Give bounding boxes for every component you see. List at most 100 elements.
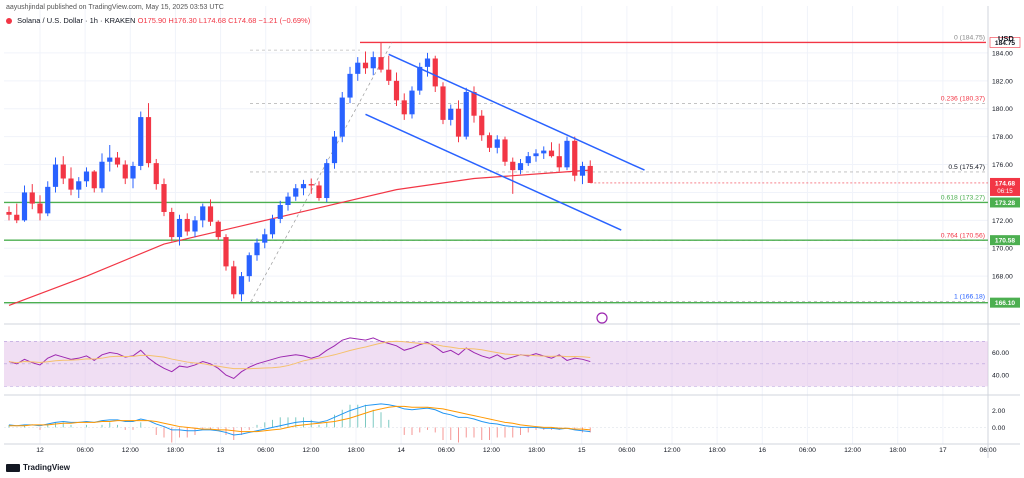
price-badge: [990, 297, 1020, 308]
candle-body: [300, 184, 307, 189]
macd-signal-line: [9, 405, 591, 433]
candle-body: [424, 58, 431, 67]
status-dot-icon: [6, 18, 12, 24]
macd-tick-label: 0.00: [992, 425, 1005, 432]
time-tick-label: 18:00: [347, 447, 364, 454]
channel-line: [388, 53, 645, 171]
price-badge: [990, 177, 1020, 196]
candle-body: [262, 234, 268, 243]
candle-body: [347, 73, 353, 98]
candle-body: [99, 161, 105, 189]
time-tick-label: 12: [36, 447, 44, 454]
moving-average-line: [8, 169, 591, 307]
candle-body: [83, 171, 90, 182]
candle-body: [370, 57, 376, 69]
candle-body: [14, 214, 20, 221]
candle-body: [417, 66, 423, 91]
channel-line: [365, 113, 622, 231]
time-tick-label: 14: [397, 447, 405, 454]
candle-body: [455, 108, 462, 137]
rsi-indicator: [8, 337, 591, 380]
candle-body: [510, 161, 516, 171]
brand-label: TradingView: [23, 463, 70, 472]
candle-body: [324, 163, 330, 199]
candle-body: [409, 90, 415, 115]
fib-level-label: 0.5 (175.47): [948, 164, 985, 171]
candle-body: [29, 192, 35, 204]
time-tick-label: 06:00: [979, 447, 996, 454]
descending-channel: [365, 53, 645, 231]
candle-body: [269, 218, 276, 235]
candle-body: [76, 181, 82, 190]
time-axis[interactable]: 12 06:00 12:00 18:00 13 06:00 12:00 18:00 14 06:0…: [36, 447, 997, 454]
candle-body: [45, 186, 51, 214]
time-tick-label: 18:00: [167, 447, 184, 454]
price-tick-label: 168.00: [992, 274, 1013, 281]
candle-body: [169, 211, 175, 238]
time-tick-label: 12:00: [663, 447, 680, 454]
fib-level-label: 1 (166.18): [954, 294, 985, 301]
candle-body: [21, 192, 28, 221]
time-tick-label: 06:00: [618, 447, 635, 454]
tradingview-brand[interactable]: TradingView: [6, 463, 70, 472]
candle-body: [564, 140, 570, 168]
candle-body: [122, 164, 128, 179]
price-tick-label: 172.00: [992, 218, 1013, 225]
candle-body: [316, 185, 322, 199]
candle-body: [114, 157, 121, 165]
fib-level-label: 0.764 (170.56): [941, 232, 985, 239]
candle-body: [494, 139, 500, 148]
moving-average: [8, 169, 591, 307]
candle-body: [378, 57, 384, 70]
price-tick-label: 176.00: [992, 162, 1013, 169]
candle-body: [176, 218, 183, 238]
publisher-line: aayushjindal published on TradingView.co…: [6, 4, 224, 11]
candle-body: [393, 80, 400, 101]
price-tick-label: 170.00: [992, 246, 1013, 253]
macd-tick-label: 2.00: [992, 408, 1005, 415]
candle-body: [548, 150, 555, 157]
candle-body: [517, 163, 524, 171]
candle-body: [572, 140, 578, 176]
candle-body: [432, 58, 438, 87]
time-tick-label: 18:00: [709, 447, 726, 454]
time-tick-label: 18:00: [889, 447, 906, 454]
candle-body: [479, 115, 485, 136]
candle-body: [246, 255, 252, 277]
candle-body: [533, 153, 539, 157]
candle-body: [68, 178, 74, 190]
candle-body: [401, 100, 407, 115]
price-badge: [989, 37, 1021, 48]
time-tick-label: 12:00: [483, 447, 500, 454]
price-badge-label: 170.58: [995, 238, 1016, 245]
time-tick-label: 12:00: [302, 447, 319, 454]
candle-body: [130, 165, 136, 179]
candle-body: [161, 184, 167, 212]
candle-body: [362, 62, 369, 69]
candle-body: [37, 203, 43, 214]
candle-body: [355, 62, 361, 74]
price-badge-label: 184.75: [995, 40, 1016, 47]
currency-label[interactable]: USD: [998, 34, 1014, 43]
candle-body: [448, 108, 454, 120]
price-tick-label: 182.00: [992, 78, 1013, 85]
misc-marks: [590, 182, 988, 324]
candle-body: [331, 136, 338, 164]
candle-body: [308, 184, 314, 186]
candle-body: [6, 211, 12, 215]
rsi-line: [8, 337, 591, 380]
fib-level-label: 0 (184.75): [954, 34, 985, 41]
price-badge-label: 166.10: [995, 300, 1016, 307]
rsi-tick-label: 40.00: [992, 373, 1009, 380]
ohlc-values: O175.90 H176.30 L174.68 C174.68 −1.21 (−…: [137, 16, 311, 25]
symbol-legend[interactable]: Solana / U.S. Dollar · 1h · KRAKEN O175.…: [6, 16, 310, 25]
candle-body: [207, 206, 214, 222]
candle-body: [223, 237, 229, 267]
fibonacci-labels: 0 (184.75) 0.236 (180.37) 0.5 (175.47) 0.61…: [941, 34, 985, 300]
price-tick-label: 184.00: [992, 50, 1013, 57]
candle-body: [107, 157, 113, 162]
candle-body: [339, 97, 345, 137]
